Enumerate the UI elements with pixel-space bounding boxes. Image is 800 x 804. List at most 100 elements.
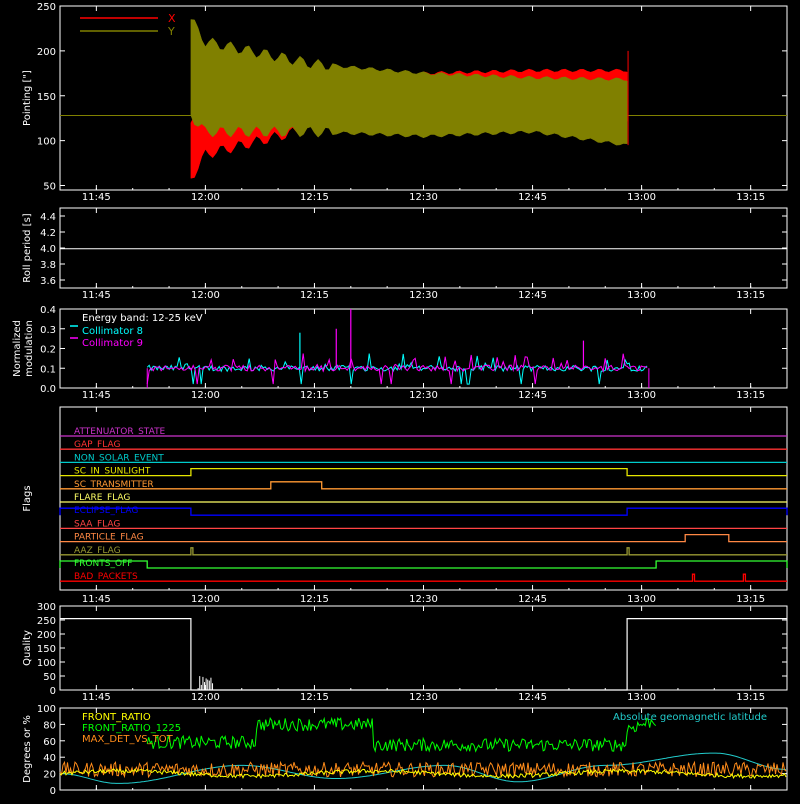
flag-label-SC_TRANSMITTER: SC_TRANSMITTER (74, 480, 154, 490)
y-tick-label: 40 (43, 753, 56, 764)
x-tick-label: 11:45 (82, 390, 111, 401)
legend-label-MAX_DET_VS_TOT: MAX_DET_VS_TOT (82, 734, 174, 745)
y-tick-label: 200 (37, 47, 56, 58)
x-tick-label: 12:45 (518, 290, 547, 301)
x-tick-label: 13:15 (736, 692, 765, 703)
y-tick-label: 150 (37, 92, 56, 103)
x-tick-label: 12:30 (409, 192, 438, 203)
geomagnetic-latitude-label: Absolute geomagnetic latitude (613, 712, 767, 723)
flag-line-BAD_PACKETS (60, 573, 787, 582)
x-tick-label: 12:30 (409, 594, 438, 605)
x-tick-label: 11:45 (82, 192, 111, 203)
y-tick-label: 3.8 (40, 260, 56, 271)
panel-3: 11:45 12:00 12:15 12:30 12:45 13:00 13:15 0.0 0.… (12, 305, 788, 401)
series-line-quality (60, 618, 787, 691)
y-tick-label: 50 (43, 182, 56, 193)
x-tick-label: 13:00 (627, 290, 656, 301)
x-tick-label: 12:30 (409, 290, 438, 301)
x-tick-label: 12:15 (300, 290, 329, 301)
legend-label-Y: Y (167, 25, 175, 38)
flag-label-FLARE_FLAG: FLARE_FLAG (74, 493, 130, 503)
flag-label-ECLIPSE_FLAG: ECLIPSE_FLAG (74, 506, 138, 516)
x-tick-label: 11:45 (82, 594, 111, 605)
panel-2: 11:45 12:00 12:15 12:30 12:45 13:00 13:15 3.6 3.… (22, 207, 788, 301)
modulation-plot: Energy band: 12-25 keV Collimator 8Collim… (70, 309, 650, 388)
y-tick-label: 0.2 (40, 345, 56, 356)
y-tick-label: 0.1 (40, 364, 56, 375)
flag-line-FRONTS_OFF (59, 560, 788, 569)
series-line-Collimator-9 (146, 353, 648, 385)
legend-label-Collimator-9: Collimator 9 (82, 338, 143, 349)
flag-label-PARTICLE_FLAG: PARTICLE_FLAG (74, 533, 144, 543)
y-axis-label: Quality (22, 630, 33, 666)
x-tick-label: 13:15 (736, 594, 765, 605)
flag-line-PARTICLE_FLAG (60, 533, 787, 543)
y-tick-label: 50 (43, 672, 56, 683)
y-tick-label: 250 (37, 2, 56, 13)
energy-band-annotation: Energy band: 12-25 keV (82, 313, 203, 324)
flag-label-ATTENUATOR_STATE: ATTENUATOR_STATE (74, 427, 166, 437)
x-tick-label: 13:00 (627, 390, 656, 401)
x-tick-label: 12:15 (300, 390, 329, 401)
flag-label-SAA_FLAG: SAA_FLAG (74, 519, 120, 529)
y-tick-label: 0.4 (40, 305, 56, 316)
y-axis-label: Normalized (12, 320, 23, 377)
y-tick-label: 100 (37, 658, 56, 669)
pointing-plot: XY (60, 12, 787, 179)
legend-label-FRONT_RATIO: FRONT_RATIO (82, 712, 151, 723)
x-tick-label: 12:00 (191, 692, 220, 703)
y-axis-label: Pointing ["] (22, 70, 33, 126)
series-line-MAX_DET_VS_TOT (59, 760, 787, 779)
panel-frame (59, 207, 788, 289)
x-tick-label: 13:00 (627, 692, 656, 703)
x-tick-label: 12:15 (300, 692, 329, 703)
y-tick-label: 4.2 (40, 228, 56, 239)
series-line-FRONT_RATIO_1225 (146, 716, 657, 753)
y-tick-label: 80 (43, 720, 56, 731)
y-tick-label: 20 (43, 770, 56, 781)
x-tick-label: 11:45 (82, 692, 111, 703)
x-tick-label: 12:15 (300, 192, 329, 203)
flag-line-AAZ_FLAG (60, 547, 787, 556)
flag-label-AAZ_FLAG: AAZ_FLAG (74, 546, 121, 556)
ratio-plot: FRONT_RATIOFRONT_RATIO_1225MAX_DET_VS_TO… (59, 712, 787, 784)
y-tick-label: 4.4 (40, 212, 56, 223)
y-tick-label: 150 (37, 644, 56, 655)
y-axis-label: Degrees or % (22, 715, 33, 783)
flag-label-SC_IN_SUNLIGHT: SC_IN_SUNLIGHT (74, 467, 151, 477)
x-tick-label: 12:45 (518, 692, 547, 703)
panel-4: 11:45 12:00 12:15 12:30 12:45 13:00 13:15 Flags (22, 406, 788, 605)
y-tick-label: 0 (50, 786, 56, 797)
x-tick-label: 13:00 (627, 192, 656, 203)
flag-label-NON_SOLAR_EVENT: NON_SOLAR_EVENT (74, 453, 164, 463)
flag-line-ECLIPSE_FLAG (59, 507, 788, 516)
panel-frame (59, 406, 788, 591)
flag-label-GAP_FLAG: GAP_FLAG (74, 440, 120, 450)
legend-label-X: X (168, 12, 176, 25)
panel-5: 11:45 12:00 12:15 12:30 12:45 13:00 13:15 0 50 10… (22, 602, 788, 703)
x-tick-label: 12:45 (518, 594, 547, 605)
flags-plot: ATTENUATOR_STATE GAP_FLAG NON_SOLAR_EVENT S… (59, 427, 788, 582)
x-tick-label: 12:00 (191, 390, 220, 401)
y-tick-label: 250 (37, 616, 56, 627)
flag-line-SC_TRANSMITTER (60, 481, 787, 490)
x-tick-label: 13:15 (736, 192, 765, 203)
x-tick-label: 13:00 (627, 594, 656, 605)
y-tick-label: 0 (50, 686, 56, 697)
flag-label-BAD_PACKETS: BAD_PACKETS (74, 572, 138, 582)
y-tick-label: 4.0 (40, 244, 56, 255)
flag-line-SC_IN_SUNLIGHT (60, 467, 787, 477)
legend-label-FRONT_RATIO_1225: FRONT_RATIO_1225 (82, 723, 181, 734)
y-tick-label: 100 (37, 137, 56, 148)
legend-label-Collimator-8: Collimator 8 (82, 326, 143, 337)
panel-6: 0 20 40 60 80 100 Degrees or % (22, 704, 788, 797)
y-axis-label: Flags (22, 485, 33, 511)
x-tick-label: 12:30 (409, 692, 438, 703)
y-tick-label: 3.6 (40, 276, 56, 287)
x-tick-label: 12:00 (191, 594, 220, 605)
x-tick-label: 13:15 (736, 390, 765, 401)
x-tick-label: 12:45 (518, 192, 547, 203)
x-tick-label: 12:00 (191, 192, 220, 203)
